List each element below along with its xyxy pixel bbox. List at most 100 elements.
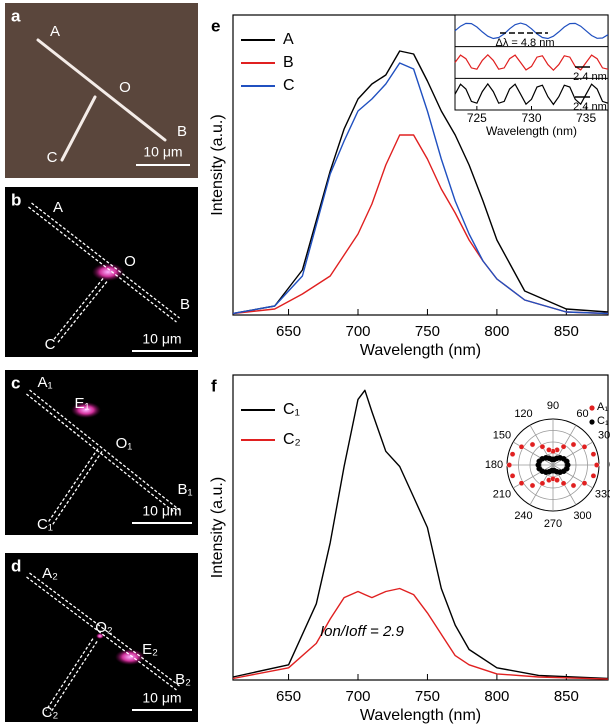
polar-point (570, 441, 577, 448)
wire-outline (45, 638, 94, 711)
legend-label: C₂ (283, 431, 301, 448)
x-axis-label: Wavelength (nm) (486, 124, 577, 138)
polar-point (560, 480, 567, 487)
panel-label: e (211, 16, 220, 35)
wire-outline (56, 281, 108, 344)
spectrum-line (232, 587, 609, 680)
x-tick-label: 800 (484, 323, 509, 340)
plot-frame (232, 14, 609, 316)
angle-label: 300 (573, 510, 591, 522)
spectrum-line (232, 50, 609, 315)
wire-label: O (119, 79, 131, 96)
panel-label: f (211, 376, 217, 395)
emission-spot (115, 649, 145, 665)
polar-point (590, 473, 597, 479)
x-tick-label: 700 (345, 688, 370, 705)
legend-label: C₁ (597, 415, 609, 427)
scale-bar-label: 10 μm (143, 144, 182, 160)
wire-label: O₂ (95, 619, 113, 636)
wire-label: C (45, 336, 56, 353)
annotation: 2.4 nm (573, 71, 607, 83)
wire-label: O₁ (116, 435, 133, 452)
spectrum-line (232, 389, 609, 680)
legend-marker (589, 405, 595, 411)
wire-outline (29, 389, 180, 511)
inset-spectrum (454, 22, 609, 40)
x-tick-label: 725 (467, 111, 487, 125)
wire-label: C (47, 149, 58, 166)
scale-bar-label: 10 μm (142, 331, 181, 347)
wire-label: O (124, 253, 136, 270)
polar-point (593, 462, 600, 468)
x-tick-label: 700 (345, 323, 370, 340)
wire-label: A (53, 199, 63, 216)
angle-label: 240 (514, 510, 532, 522)
annotation: 2.4 nm (573, 101, 607, 113)
polar-point (570, 482, 577, 489)
polar-point (506, 462, 513, 468)
scale-bar-label: 10 μm (142, 503, 181, 519)
angle-label: 180 (485, 459, 503, 471)
polar-point (509, 473, 516, 479)
wire-label: A₁ (37, 374, 52, 391)
polar-point (581, 444, 588, 450)
scale-bar-label: 10 μm (142, 690, 181, 706)
polar-point (539, 443, 546, 450)
legend-label: C (283, 77, 295, 94)
wire-outline (26, 576, 177, 691)
panel-label: c (11, 373, 20, 392)
wire-label: E₂ (142, 641, 158, 658)
wire-outline (31, 202, 180, 319)
panel-label: b (11, 190, 21, 209)
x-axis-label: Wavelength (nm) (360, 342, 481, 359)
polar-point (509, 451, 516, 457)
polar-point (590, 451, 597, 457)
wire-outline (26, 393, 177, 515)
emission-spot (96, 633, 104, 639)
legend-label: A (283, 31, 294, 48)
emission-spot (92, 263, 124, 281)
angle-label: 330 (595, 488, 610, 500)
angle-label: 150 (493, 429, 511, 441)
wire-outline (52, 278, 104, 341)
wire-label: B (180, 296, 190, 313)
emission-spot (71, 402, 101, 418)
polar-point (529, 482, 536, 489)
x-tick-label: 735 (576, 111, 596, 125)
nanowire (36, 38, 167, 142)
legend-marker (589, 419, 595, 425)
wire-label: B₁ (177, 481, 192, 498)
x-tick-label: 850 (554, 688, 579, 705)
wire-label: A₂ (42, 565, 58, 582)
polar-point (529, 441, 536, 448)
angle-label: 270 (544, 518, 562, 530)
legend-label: C₁ (283, 401, 300, 418)
nanowire (60, 95, 97, 162)
angle-label: 120 (514, 408, 532, 420)
annotation: Δλ = 4.8 nm (495, 37, 554, 49)
angle-label: 60 (576, 408, 588, 420)
legend-label: A₁ (597, 401, 608, 413)
annotation: Ion/Ioff = 2.9 (320, 623, 404, 640)
panel-label: a (11, 6, 21, 25)
polar-point (563, 465, 570, 472)
wire-outline (49, 641, 98, 714)
angle-label: 210 (493, 488, 511, 500)
wire-outline (28, 206, 177, 323)
x-axis-label: Wavelength (nm) (360, 707, 481, 724)
polar-point (560, 443, 567, 450)
angle-label: 0 (609, 459, 610, 471)
wire-label: C₂ (42, 704, 59, 721)
legend-label: B (283, 54, 294, 71)
angle-label: 90 (547, 400, 559, 412)
wire-label: E₁ (74, 395, 89, 412)
wire-outline (29, 572, 180, 687)
inset-spectrum (454, 82, 609, 106)
x-tick-label: 650 (276, 323, 301, 340)
polar-point (581, 480, 588, 486)
x-tick-label: 650 (276, 688, 301, 705)
polar-point (546, 447, 552, 453)
x-tick-label: 750 (415, 323, 440, 340)
y-axis-label: Intensity (a.u.) (209, 114, 226, 215)
